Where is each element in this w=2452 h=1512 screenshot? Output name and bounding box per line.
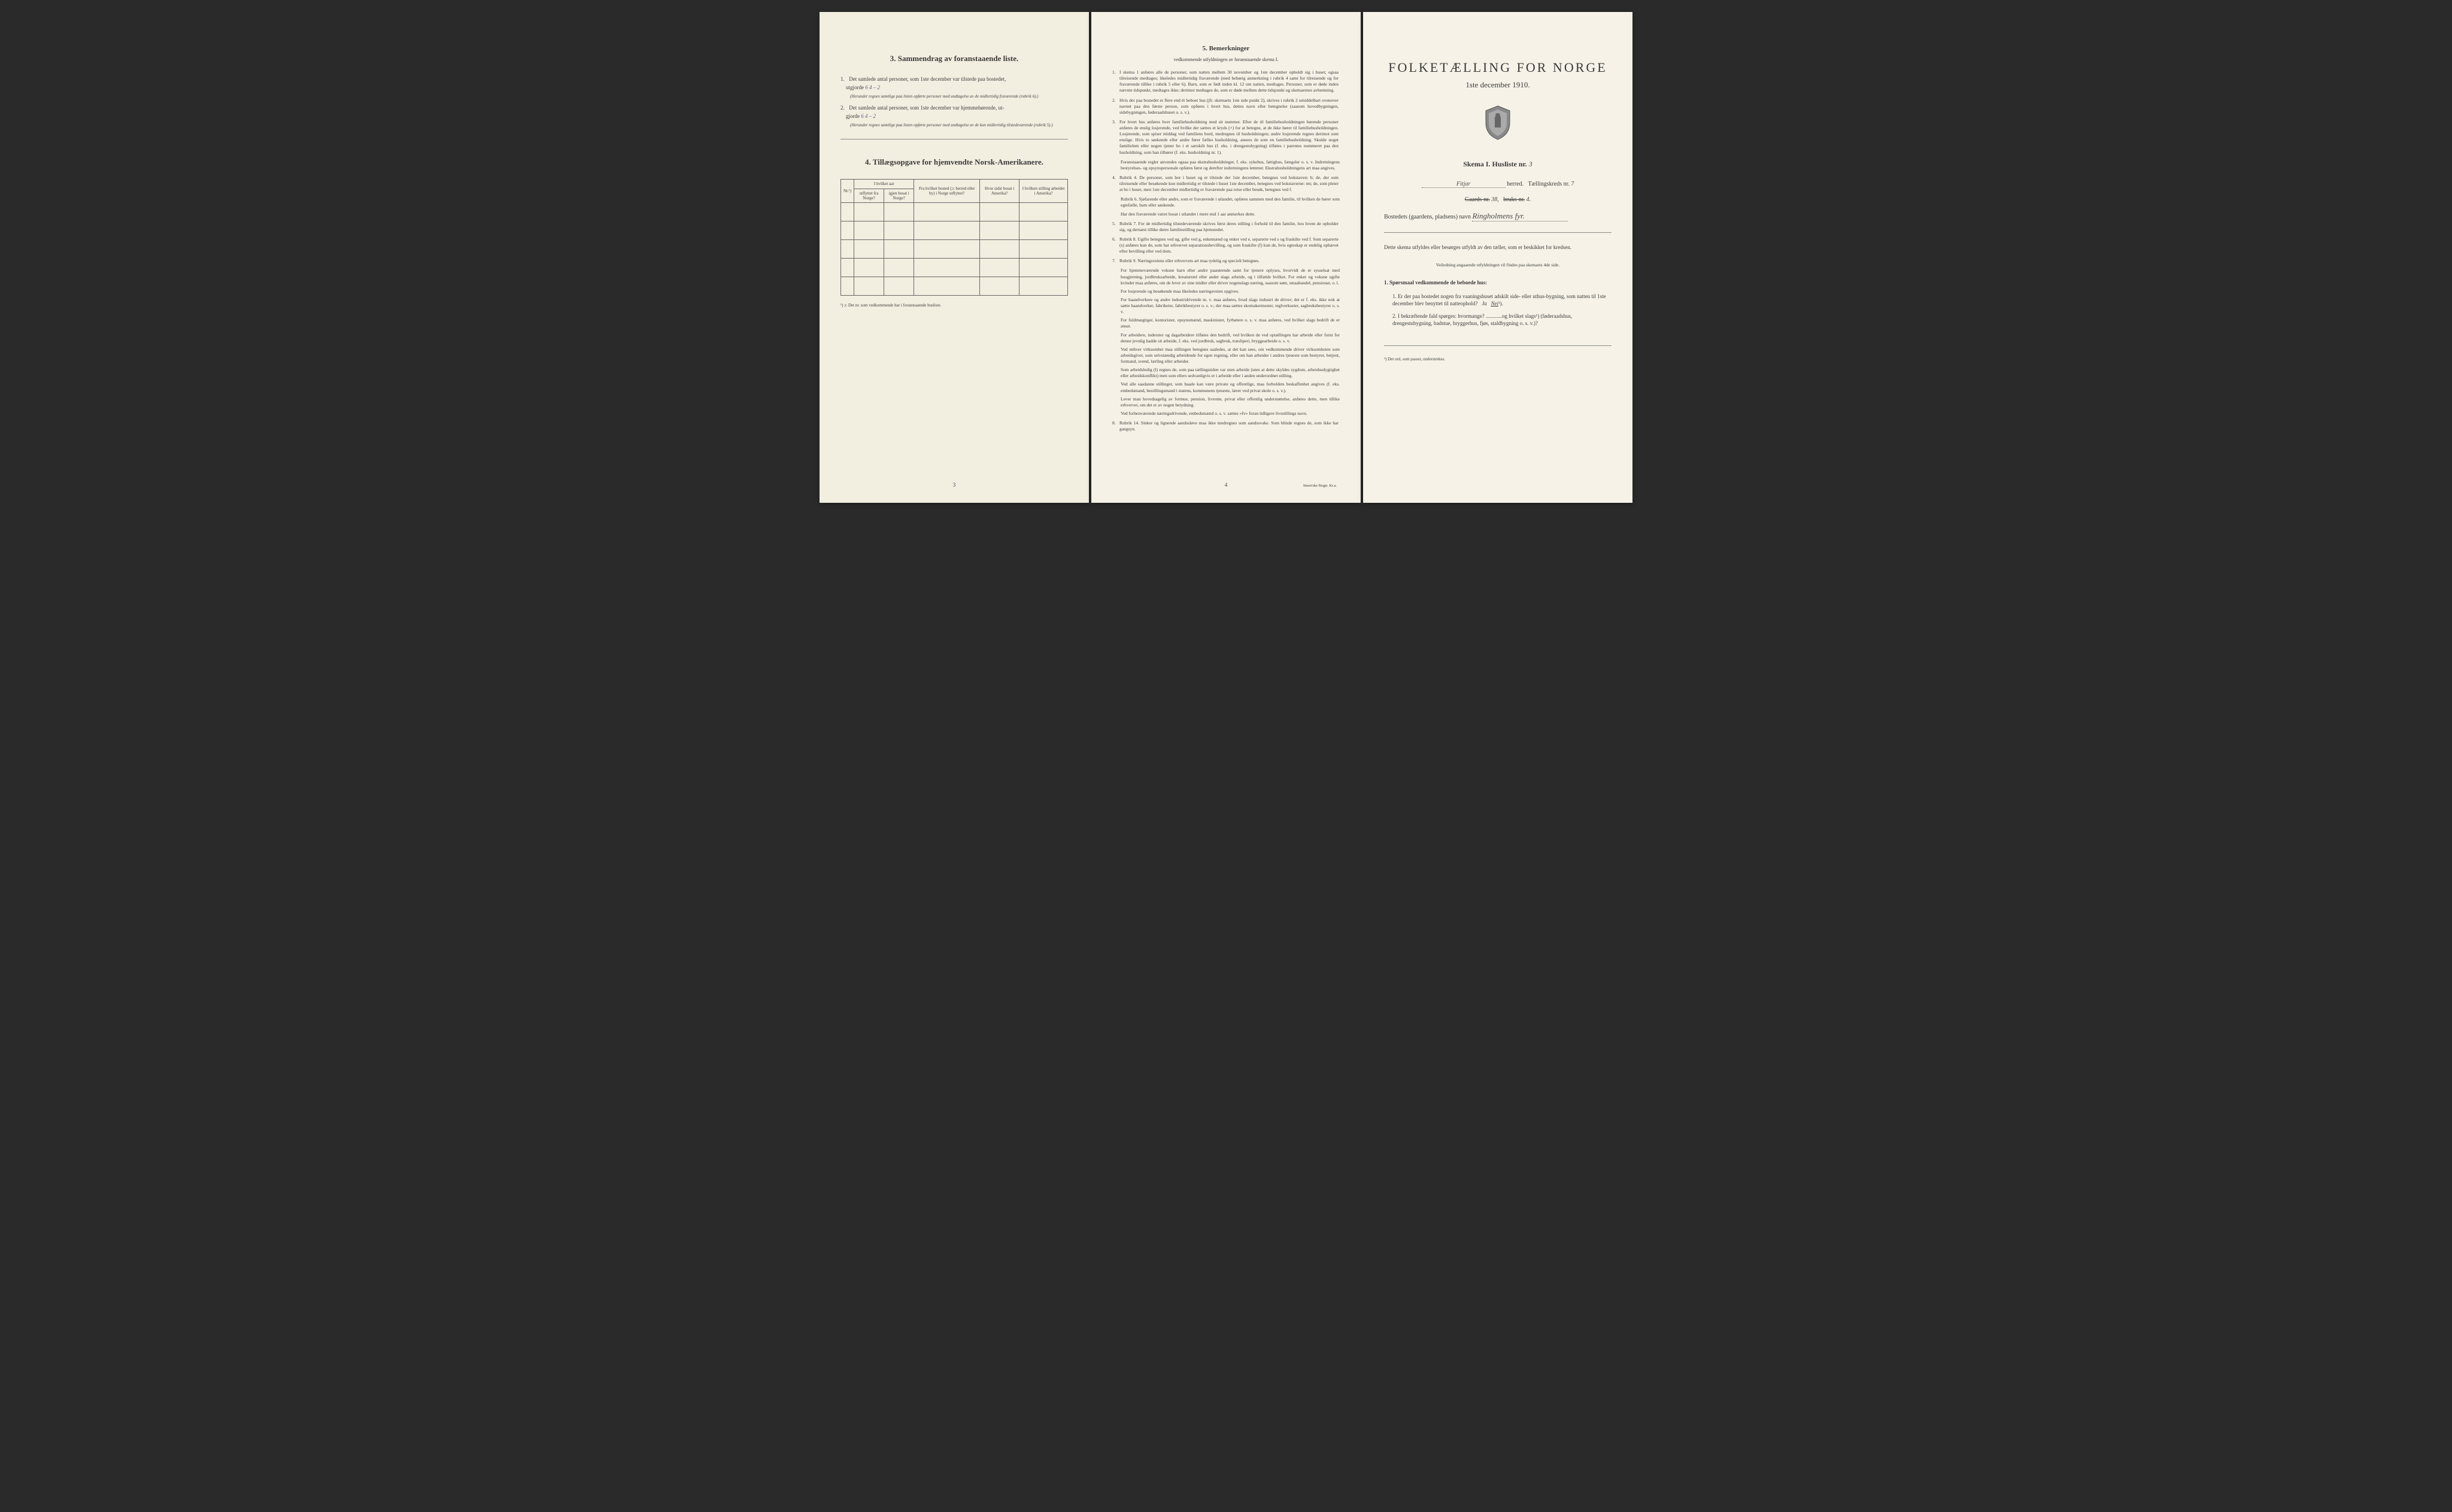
herred-value: Fitjar [1422,181,1506,188]
section4-title: 4. Tillægsopgave for hjemvendte Norsk-Am… [840,157,1068,167]
remark-sub: For arbeidere, inderster og dagarbeidere… [1121,332,1340,344]
remark-sub: For losjerende og besøkende maa likelede… [1121,289,1340,294]
page-left: 3. Sammendrag av foranstaaende liste. 1.… [820,12,1089,503]
divider [1384,345,1612,346]
remark-item: 5.Rubrik 7. For de midlertidig tilstedev… [1112,221,1340,233]
remarks-title: 5. Bemerkninger [1112,45,1340,52]
remarks-subtitle: vedkommende utfyldningen av foranstaaend… [1112,57,1340,62]
sporsmaal-title: 1. Spørsmaal vedkommende de beboede hus: [1384,279,1612,287]
amerikanere-table: Nr.¹) I hvilket aar Fra hvilket bosted (… [840,179,1068,296]
herred-line: Fitjar herred. Tællingskreds nr. 7 [1384,181,1612,188]
item2: 2. Det samlede antal personer, som 1ste … [840,104,1068,128]
remark-sub: Har den fraværende været bosat i utlande… [1121,211,1340,217]
table-row [841,203,1068,221]
page-right: FOLKETÆLLING FOR NORGE 1ste december 191… [1363,12,1632,503]
remark-sub: Rubrik 6. Sjøfarende eller andre, som er… [1121,196,1340,208]
item1-value: 6 4 – 2 [865,84,880,90]
remark-sub: For hjemmeværende voksne barn eller andr… [1121,268,1340,286]
gaards-line: Gaards-nr. 38, bruks-nr. 4. [1384,196,1612,203]
table-row [841,240,1068,259]
th-aar: I hvilket aar [854,180,914,189]
footnote: ¹) Det ord, som passer, understrekes. [1384,357,1612,362]
footnote: ¹) ɔ: Det nr. som vedkommende har i fora… [840,303,1068,308]
remark-item: 6.Rubrik 8. Ugifte betegnes ved ug, gift… [1112,236,1340,254]
remark-sub: Foranstaaende regler anvendes ogsaa paa … [1121,159,1340,171]
main-title: FOLKETÆLLING FOR NORGE [1384,60,1612,75]
table-row [841,277,1068,296]
th-utflyttet: utflyttet fra Norge? [854,189,884,203]
remark-sub: For haandverkere og andre industridriven… [1121,297,1340,315]
table-body [841,203,1068,296]
date-line: 1ste december 1910. [1384,80,1612,90]
veiledning: Veiledning angaaende utfyldningen vil fi… [1384,262,1612,269]
instruction: Dette skema utfyldes eller besørges utfy… [1384,244,1612,251]
item2-value: 6 4 – 2 [861,113,876,119]
th-stilling: I hvilken stilling arbeidet i Amerika? [1019,180,1068,203]
th-bosted: Fra hvilket bosted (ɔ: herred eller by) … [914,180,980,203]
table-row [841,259,1068,277]
remark-sub: Som arbeidsledig (l) regnes de, som paa … [1121,367,1340,379]
th-nr: Nr.¹) [841,180,854,203]
answer-nei: Nei [1491,300,1498,306]
gaards-nr: 38 [1491,196,1497,203]
page-center: 5. Bemerkninger vedkommende utfyldningen… [1091,12,1361,503]
remark-item: 3.For hvert hus anføres hver familiehush… [1112,119,1340,156]
skema-line: Skema I. Husliste nr. 3 [1384,160,1612,169]
remark-item: 2.Hvis der paa bostedet er flere end ét … [1112,98,1340,116]
th-igjen: igjen bosat i Norge? [884,189,914,203]
item1: 1. Det samlede antal personer, som 1ste … [840,75,1068,99]
remark-item: 1.I skema 1 anføres alle de personer, so… [1112,69,1340,94]
printer-mark: Steen'ske Bogtr. Kr.a. [1303,484,1337,488]
item1-note: (Herunder regnes samtlige paa listen opf… [850,94,1068,99]
page-number: 4 [1225,482,1228,488]
bosted-line: Bostedets (gaardens, pladsens) navn Ring… [1384,211,1612,221]
th-amerika-bosat: Hvor sidst bosat i Amerika? [980,180,1019,203]
page-number: 3 [953,482,956,488]
taellingskreds-nr: 7 [1571,181,1574,187]
section3-title: 3. Sammendrag av foranstaaende liste. [840,54,1068,63]
bruks-nr: 4 [1527,196,1530,203]
remark-sub: Ved enhver virksomhet maa stillingen bet… [1121,347,1340,365]
item2-note: (Herunder regnes samtlige paa listen opf… [850,123,1068,128]
table-row [841,221,1068,240]
remark-sub: Lever man hovedsagelig av formue, pensio… [1121,396,1340,408]
remark-sub: Ved forhenværende næringsdrivende, embed… [1121,411,1340,417]
divider [1384,232,1612,233]
remark-item: 7.Rubrik 9. Næringsveiens eller erhverve… [1112,258,1340,264]
coat-of-arms-icon [1384,105,1612,142]
question-1: 1. Er der paa bostedet nogen fra vaaning… [1392,293,1612,308]
remark-sub: Ved alle saadanne stillinger, som baade … [1121,381,1340,393]
husliste-nr: 3 [1529,160,1532,168]
remark-sub: For fuldmægtiger, kontorister, opsynsmæn… [1121,317,1340,329]
remark-item: 4.Rubrik 4. De personer, som bor i huset… [1112,175,1340,193]
bosted-value: Ringholmens fyr. [1472,211,1568,221]
remarks-list: 1.I skema 1 anføres alle de personer, so… [1112,69,1340,432]
question-2: 2. I bekræftende fald spørges: hvormange… [1392,312,1612,327]
remark-item: 8.Rubrik 14. Sinker og lignende aandsslø… [1112,420,1340,432]
